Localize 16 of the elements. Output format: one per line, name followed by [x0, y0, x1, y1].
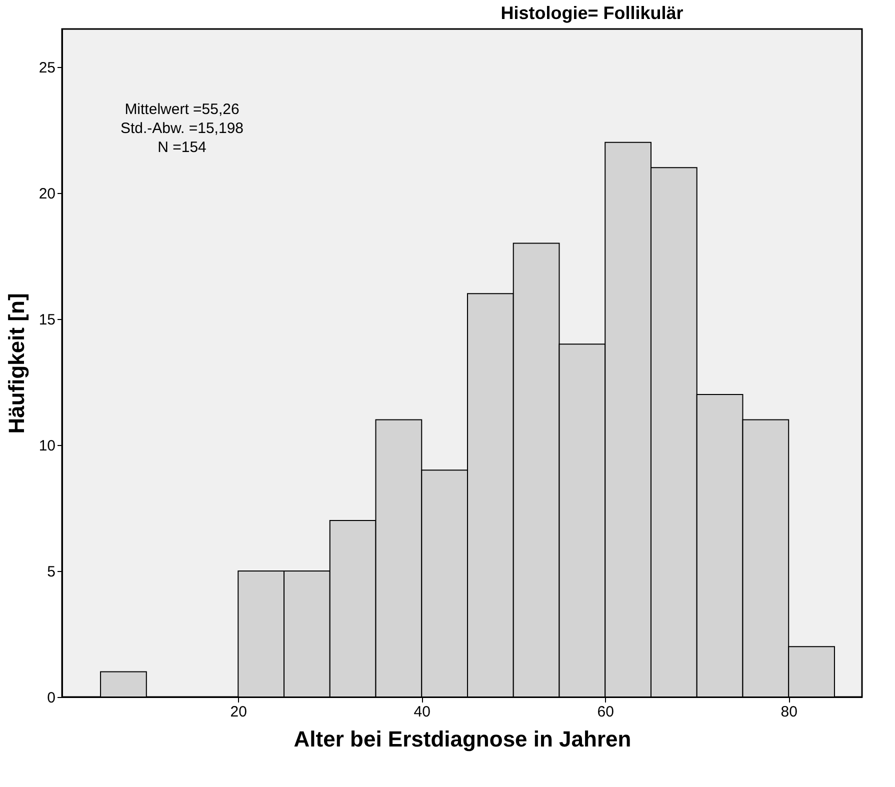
x-axis-title: Alter bei Erstdiagnose in Jahren: [294, 726, 632, 752]
annotation: Std.-Abw. =15,198: [120, 120, 244, 137]
y-axis-title: Häufigkeit [n]: [4, 293, 29, 434]
chart-title: Histologie= Follikulär: [500, 3, 684, 23]
x-tick-label: 80: [780, 704, 798, 720]
y-tick-label: 0: [47, 690, 56, 706]
y-tick-label: 10: [38, 437, 56, 454]
annotation: N =154: [158, 139, 206, 156]
x-tick-label: 20: [230, 704, 247, 720]
x-tick-label: 60: [597, 704, 614, 720]
y-tick-label: 5: [47, 563, 56, 580]
y-tick-label: 15: [38, 311, 56, 328]
y-tick-label: 20: [38, 185, 56, 202]
x-tick-label: 40: [414, 704, 430, 720]
annotation: Mittelwert =55,26: [124, 101, 240, 118]
y-tick-label: 25: [38, 59, 56, 76]
